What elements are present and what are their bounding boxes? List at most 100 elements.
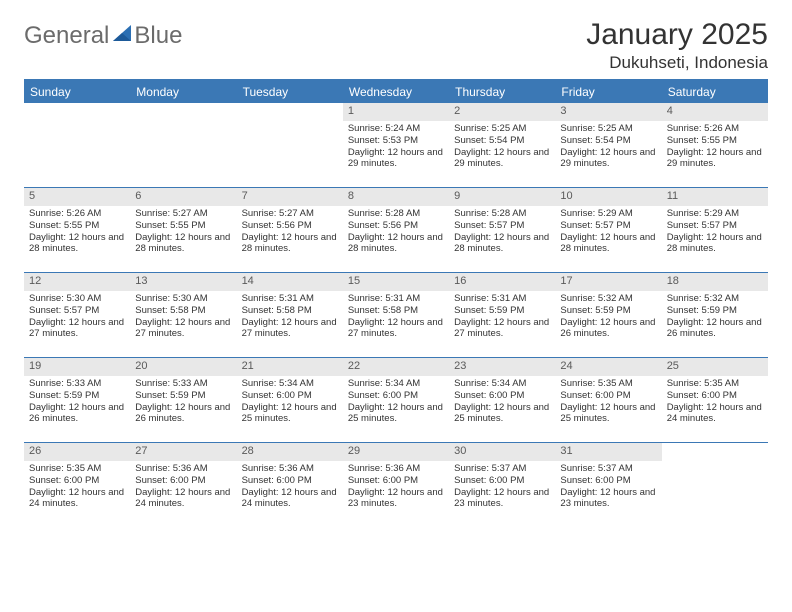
sunrise-line: Sunrise: 5:28 AM xyxy=(454,208,550,220)
calendar-cell: . xyxy=(237,103,343,187)
calendar-week: 5Sunrise: 5:26 AMSunset: 5:55 PMDaylight… xyxy=(24,188,768,273)
header-row: General Blue January 2025 Dukuhseti, Ind… xyxy=(24,18,768,73)
day-number: 22 xyxy=(343,358,449,376)
day-number: 3 xyxy=(555,103,661,121)
daylight-line: Daylight: 12 hours and 25 minutes. xyxy=(348,402,444,426)
sunset-line: Sunset: 6:00 PM xyxy=(242,475,338,487)
day-number: 17 xyxy=(555,273,661,291)
day-details: Sunrise: 5:27 AMSunset: 5:56 PMDaylight:… xyxy=(237,206,343,260)
sunrise-line: Sunrise: 5:33 AM xyxy=(29,378,125,390)
sunset-line: Sunset: 5:55 PM xyxy=(667,135,763,147)
calendar-cell: 11Sunrise: 5:29 AMSunset: 5:57 PMDayligh… xyxy=(662,188,768,272)
day-number: 31 xyxy=(555,443,661,461)
daylight-line: Daylight: 12 hours and 29 minutes. xyxy=(454,147,550,171)
calendar-cell: 19Sunrise: 5:33 AMSunset: 5:59 PMDayligh… xyxy=(24,358,130,442)
daylight-line: Daylight: 12 hours and 23 minutes. xyxy=(348,487,444,511)
daylight-line: Daylight: 12 hours and 28 minutes. xyxy=(242,232,338,256)
day-header: Friday xyxy=(555,81,661,103)
sunrise-line: Sunrise: 5:34 AM xyxy=(454,378,550,390)
sunset-line: Sunset: 5:57 PM xyxy=(454,220,550,232)
location: Dukuhseti, Indonesia xyxy=(586,53,768,73)
calendar-cell: 14Sunrise: 5:31 AMSunset: 5:58 PMDayligh… xyxy=(237,273,343,357)
sunset-line: Sunset: 5:59 PM xyxy=(667,305,763,317)
day-details: Sunrise: 5:29 AMSunset: 5:57 PMDaylight:… xyxy=(662,206,768,260)
day-number: 12 xyxy=(24,273,130,291)
daylight-line: Daylight: 12 hours and 29 minutes. xyxy=(560,147,656,171)
sunrise-line: Sunrise: 5:26 AM xyxy=(667,123,763,135)
sunrise-line: Sunrise: 5:31 AM xyxy=(242,293,338,305)
daylight-line: Daylight: 12 hours and 29 minutes. xyxy=(348,147,444,171)
calendar-cell: 4Sunrise: 5:26 AMSunset: 5:55 PMDaylight… xyxy=(662,103,768,187)
calendar-week: 26Sunrise: 5:35 AMSunset: 6:00 PMDayligh… xyxy=(24,443,768,527)
sunset-line: Sunset: 6:00 PM xyxy=(560,475,656,487)
daylight-line: Daylight: 12 hours and 23 minutes. xyxy=(560,487,656,511)
sunset-line: Sunset: 6:00 PM xyxy=(667,390,763,402)
sunrise-line: Sunrise: 5:36 AM xyxy=(135,463,231,475)
sunset-line: Sunset: 5:55 PM xyxy=(135,220,231,232)
sunrise-line: Sunrise: 5:26 AM xyxy=(29,208,125,220)
sunset-line: Sunset: 5:57 PM xyxy=(29,305,125,317)
day-details: Sunrise: 5:34 AMSunset: 6:00 PMDaylight:… xyxy=(343,376,449,430)
sunrise-line: Sunrise: 5:30 AM xyxy=(29,293,125,305)
day-number: 28 xyxy=(237,443,343,461)
calendar-cell: 17Sunrise: 5:32 AMSunset: 5:59 PMDayligh… xyxy=(555,273,661,357)
sunset-line: Sunset: 5:54 PM xyxy=(454,135,550,147)
day-number: 20 xyxy=(130,358,236,376)
day-number: 11 xyxy=(662,188,768,206)
sunrise-line: Sunrise: 5:35 AM xyxy=(560,378,656,390)
sunrise-line: Sunrise: 5:31 AM xyxy=(454,293,550,305)
daylight-line: Daylight: 12 hours and 25 minutes. xyxy=(242,402,338,426)
sunrise-line: Sunrise: 5:32 AM xyxy=(667,293,763,305)
month-title: January 2025 xyxy=(586,18,768,51)
daylight-line: Daylight: 12 hours and 24 minutes. xyxy=(667,402,763,426)
calendar-cell: . xyxy=(24,103,130,187)
sunset-line: Sunset: 5:57 PM xyxy=(560,220,656,232)
day-details: Sunrise: 5:25 AMSunset: 5:54 PMDaylight:… xyxy=(555,121,661,175)
day-details: Sunrise: 5:25 AMSunset: 5:54 PMDaylight:… xyxy=(449,121,555,175)
sunset-line: Sunset: 5:58 PM xyxy=(135,305,231,317)
day-details: Sunrise: 5:33 AMSunset: 5:59 PMDaylight:… xyxy=(130,376,236,430)
sunrise-line: Sunrise: 5:34 AM xyxy=(242,378,338,390)
daylight-line: Daylight: 12 hours and 25 minutes. xyxy=(454,402,550,426)
day-header: Tuesday xyxy=(237,81,343,103)
daylight-line: Daylight: 12 hours and 23 minutes. xyxy=(454,487,550,511)
calendar-cell: . xyxy=(662,443,768,527)
daylight-line: Daylight: 12 hours and 27 minutes. xyxy=(242,317,338,341)
daylight-line: Daylight: 12 hours and 25 minutes. xyxy=(560,402,656,426)
logo-text-a: General xyxy=(24,22,109,50)
calendar-cell: 28Sunrise: 5:36 AMSunset: 6:00 PMDayligh… xyxy=(237,443,343,527)
day-details: Sunrise: 5:37 AMSunset: 6:00 PMDaylight:… xyxy=(449,461,555,515)
day-details: Sunrise: 5:30 AMSunset: 5:58 PMDaylight:… xyxy=(130,291,236,345)
day-details: Sunrise: 5:26 AMSunset: 5:55 PMDaylight:… xyxy=(662,121,768,175)
calendar-cell: 20Sunrise: 5:33 AMSunset: 5:59 PMDayligh… xyxy=(130,358,236,442)
daylight-line: Daylight: 12 hours and 26 minutes. xyxy=(135,402,231,426)
day-number: 27 xyxy=(130,443,236,461)
day-number: 19 xyxy=(24,358,130,376)
day-details: Sunrise: 5:33 AMSunset: 5:59 PMDaylight:… xyxy=(24,376,130,430)
sunrise-line: Sunrise: 5:33 AM xyxy=(135,378,231,390)
sunset-line: Sunset: 5:59 PM xyxy=(560,305,656,317)
day-header: Sunday xyxy=(24,81,130,103)
sunrise-line: Sunrise: 5:35 AM xyxy=(29,463,125,475)
sunrise-line: Sunrise: 5:25 AM xyxy=(560,123,656,135)
calendar-cell: 10Sunrise: 5:29 AMSunset: 5:57 PMDayligh… xyxy=(555,188,661,272)
day-details: Sunrise: 5:26 AMSunset: 5:55 PMDaylight:… xyxy=(24,206,130,260)
sunset-line: Sunset: 6:00 PM xyxy=(560,390,656,402)
sunset-line: Sunset: 5:59 PM xyxy=(135,390,231,402)
daylight-line: Daylight: 12 hours and 29 minutes. xyxy=(667,147,763,171)
day-details: Sunrise: 5:32 AMSunset: 5:59 PMDaylight:… xyxy=(662,291,768,345)
sunset-line: Sunset: 5:56 PM xyxy=(348,220,444,232)
sunrise-line: Sunrise: 5:36 AM xyxy=(242,463,338,475)
daylight-line: Daylight: 12 hours and 28 minutes. xyxy=(454,232,550,256)
title-block: January 2025 Dukuhseti, Indonesia xyxy=(586,18,768,73)
day-details: Sunrise: 5:31 AMSunset: 5:59 PMDaylight:… xyxy=(449,291,555,345)
day-number: 10 xyxy=(555,188,661,206)
day-details: Sunrise: 5:36 AMSunset: 6:00 PMDaylight:… xyxy=(237,461,343,515)
sunrise-line: Sunrise: 5:36 AM xyxy=(348,463,444,475)
daylight-line: Daylight: 12 hours and 28 minutes. xyxy=(29,232,125,256)
day-number: 26 xyxy=(24,443,130,461)
sunset-line: Sunset: 6:00 PM xyxy=(348,475,444,487)
day-details: Sunrise: 5:36 AMSunset: 6:00 PMDaylight:… xyxy=(130,461,236,515)
day-number: 25 xyxy=(662,358,768,376)
day-details: Sunrise: 5:24 AMSunset: 5:53 PMDaylight:… xyxy=(343,121,449,175)
